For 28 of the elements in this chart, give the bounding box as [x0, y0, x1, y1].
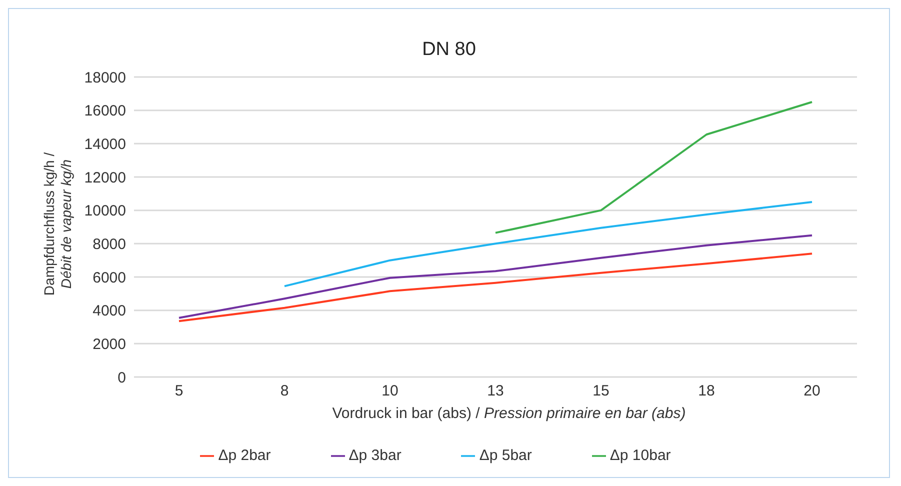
line-series [178, 234, 813, 319]
chart-title: DN 80 [421, 39, 477, 61]
x-tick-label: 13 [487, 382, 504, 400]
legend-label: Δp 3bar [348, 447, 402, 464]
x-tick-label: 8 [280, 382, 289, 400]
y-tick-label: 0 [118, 369, 126, 386]
y-tick-label: 2000 [92, 336, 126, 353]
y-tick-label: 6000 [92, 269, 126, 286]
legend-label: Δp 10bar [610, 447, 671, 464]
y-axis-title: Dampfdurchfluss kg/h / Débit de vapeur kg/h [41, 152, 74, 296]
x-tick-label: 20 [804, 382, 820, 400]
line-series [284, 201, 813, 288]
y-tick-label: 12000 [84, 169, 126, 186]
y-tick-label: 8000 [92, 236, 126, 253]
y-tick-label: 18000 [84, 69, 126, 86]
y-tick-label: 16000 [84, 102, 126, 120]
legend-label: Δp 5bar [479, 447, 532, 464]
x-tick-label: 10 [382, 382, 398, 400]
line-series [494, 101, 813, 234]
y-tick-label: 10000 [84, 202, 126, 220]
y-tick-label: 14000 [84, 136, 126, 153]
x-tick-label: 15 [592, 382, 610, 400]
y-tick-label: 4000 [92, 302, 126, 320]
x-tick-label: 5 [174, 382, 184, 400]
x-tick-label: 18 [698, 382, 715, 400]
legend-label: Δp 2bar [218, 447, 271, 464]
line-series [178, 252, 813, 322]
x-axis-title: Vordruck in bar (abs) / Pression primaire en bar (abs) [331, 405, 687, 422]
